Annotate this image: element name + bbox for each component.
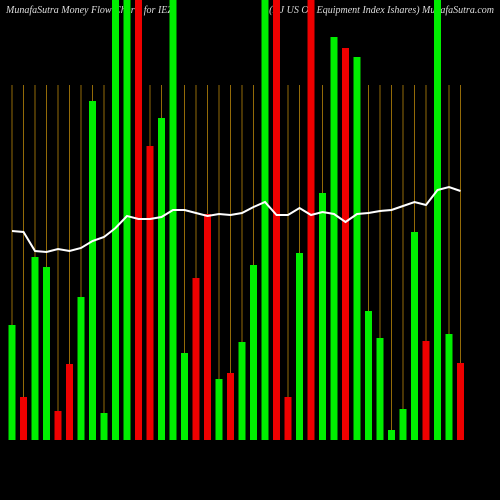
bar <box>330 37 338 440</box>
bar <box>307 0 315 440</box>
bar <box>296 253 303 440</box>
bar <box>284 397 292 440</box>
bar <box>376 338 384 440</box>
bar <box>8 325 16 440</box>
bar <box>227 373 234 440</box>
bar <box>146 146 154 440</box>
bar <box>273 0 280 440</box>
bar <box>353 57 361 440</box>
bar <box>215 379 223 440</box>
bar <box>434 0 441 440</box>
bar <box>43 267 50 440</box>
bar <box>54 411 62 440</box>
bar <box>123 0 131 440</box>
bar <box>66 364 73 440</box>
bar <box>250 265 257 440</box>
bar <box>261 0 269 440</box>
bar <box>422 341 430 440</box>
bar <box>158 118 165 440</box>
bar <box>112 0 119 440</box>
chart-subtitle: (DJ US Oil Equipment Index Ishares) Muna… <box>269 5 494 16</box>
bar <box>238 342 246 440</box>
bar <box>100 413 108 440</box>
bar <box>20 397 27 440</box>
bar <box>388 430 395 440</box>
bar <box>411 232 418 440</box>
bar <box>319 193 326 440</box>
chart-title: MunafaSutra Money Flow Charts for IEZ <box>5 5 173 16</box>
bar <box>31 257 39 440</box>
bar <box>399 409 407 440</box>
bar <box>204 214 211 440</box>
money-flow-line <box>11 185 461 254</box>
bar <box>181 353 188 440</box>
bar <box>365 311 372 440</box>
bar <box>77 297 85 440</box>
bar <box>457 363 464 440</box>
bar <box>169 0 177 440</box>
bar <box>192 278 200 440</box>
bar <box>342 48 349 440</box>
bar <box>445 334 453 440</box>
bar <box>89 101 96 440</box>
